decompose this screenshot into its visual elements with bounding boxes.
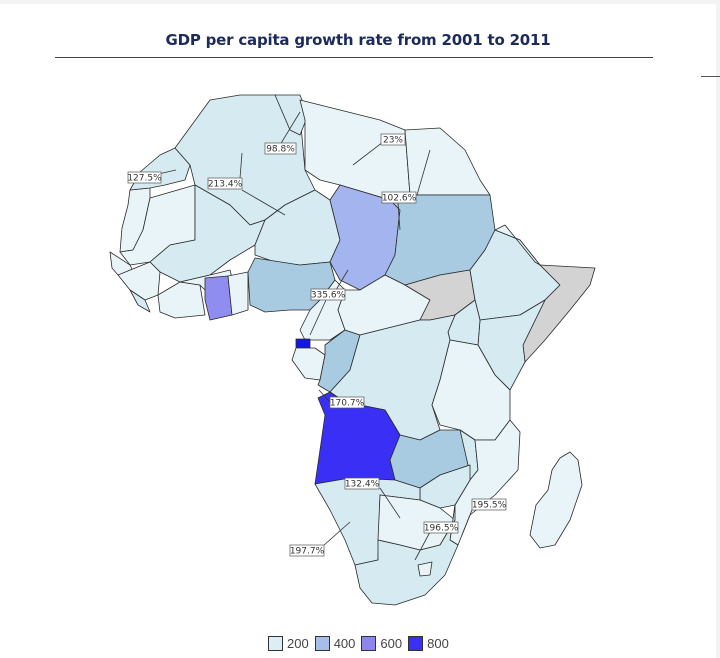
legend-swatch [268, 636, 283, 651]
country-madagascar[interactable] [529, 451, 583, 549]
africa-map: 127.5% 213.4% 98.8% 23% 102.6% 335.6% 17… [109, 94, 596, 606]
leader-line [352, 141, 384, 166]
leader-line [416, 149, 431, 196]
leader-line [322, 521, 351, 547]
country-somalia[interactable] [522, 264, 596, 363]
legend-label: 600 [380, 636, 403, 651]
leader-line [241, 189, 286, 216]
country-libya[interactable] [299, 99, 411, 201]
country-sierra-leone[interactable] [129, 289, 151, 313]
label-box [471, 498, 507, 511]
label-box [329, 396, 365, 409]
legend-label: 800 [427, 636, 449, 651]
label-libya: 23% [383, 136, 403, 146]
label-box [127, 171, 162, 184]
country-tunisia[interactable] [274, 94, 309, 136]
country-eritrea[interactable] [494, 224, 541, 266]
leader-line [279, 111, 301, 146]
label-angola: 170.7% [330, 399, 365, 409]
leader-line [379, 487, 401, 519]
legend: 200 400 600 800 [268, 636, 455, 651]
leader-line [397, 202, 401, 231]
label-tunisia: 98.8% [266, 145, 295, 155]
label-morocco: 127.5% [127, 174, 162, 184]
label-box [310, 288, 346, 301]
legend-swatch [314, 636, 330, 651]
label-south-africa: 197.7% [290, 547, 325, 557]
legend-label: 400 [333, 636, 356, 651]
country-togo-benin[interactable] [227, 271, 249, 316]
map-title: GDP per capita growth rate from 2001 to … [165, 31, 551, 49]
label-box [380, 133, 406, 146]
label-swaziland: 196.5% [424, 524, 459, 534]
label-box [264, 142, 297, 155]
label-box [289, 544, 325, 557]
label-namibia: 132.4% [345, 480, 380, 490]
legend-swatch [408, 636, 424, 651]
label-box [381, 191, 417, 204]
title-rule [55, 57, 653, 58]
label-box [423, 521, 459, 534]
label-nigeria: 335.6% [311, 291, 346, 301]
label-box [344, 477, 380, 490]
country-cote-divoire[interactable] [157, 281, 206, 319]
label-algeria: 213.4% [208, 180, 243, 190]
edge-line [701, 76, 720, 77]
label-box [207, 177, 243, 190]
country-lesotho[interactable] [417, 561, 433, 577]
country-gabon[interactable] [291, 347, 326, 381]
country-equatorial-guinea[interactable] [295, 338, 311, 349]
leader-line [318, 389, 331, 403]
leader-line [414, 531, 431, 561]
label-mozambique: 195.5% [472, 501, 507, 511]
leader-line [239, 152, 243, 179]
legend-swatch [361, 636, 377, 651]
country-ghana[interactable] [204, 275, 233, 321]
leader-line [309, 299, 327, 336]
country-egypt[interactable] [404, 127, 491, 196]
label-sudan: 102.6% [382, 194, 417, 204]
legend-label: 200 [287, 636, 309, 651]
